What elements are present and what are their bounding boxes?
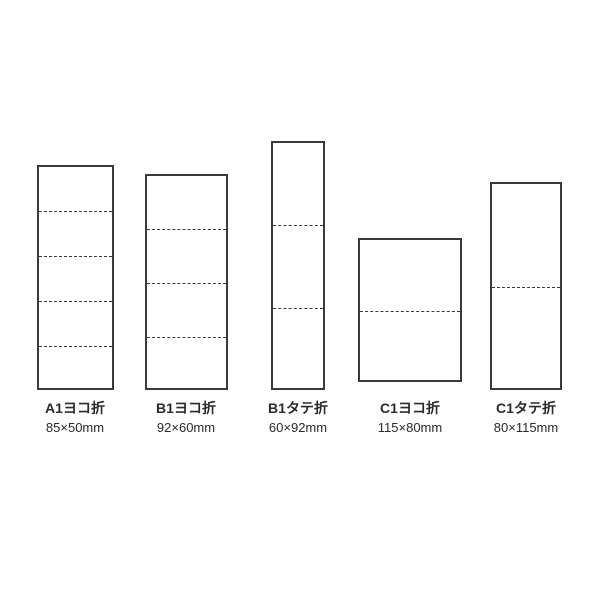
fold-divider [273,225,323,226]
fold-divider [39,211,112,212]
fold-title: C1タテ折 [466,398,586,418]
fold-title: C1ヨコ折 [350,398,470,418]
fold-dimensions: 115×80mm [350,420,470,435]
fold-diagram-c1-yoko [358,238,462,382]
fold-label-c1-tate: C1タテ折 80×115mm [466,398,586,435]
fold-dimensions: 92×60mm [126,420,246,435]
fold-dimensions: 60×92mm [238,420,358,435]
fold-dimensions: 85×50mm [15,420,135,435]
fold-divider [39,256,112,257]
fold-title: A1ヨコ折 [15,398,135,418]
fold-title: B1ヨコ折 [126,398,246,418]
fold-divider [273,308,323,309]
fold-label-a1-yoko: A1ヨコ折 85×50mm [15,398,135,435]
fold-title: B1タテ折 [238,398,358,418]
fold-dimensions: 80×115mm [466,420,586,435]
fold-label-b1-tate: B1タテ折 60×92mm [238,398,358,435]
fold-divider [147,283,226,284]
fold-label-c1-yoko: C1ヨコ折 115×80mm [350,398,470,435]
fold-divider [147,337,226,338]
fold-divider [39,346,112,347]
fold-divider [492,287,560,288]
fold-divider [360,311,460,312]
fold-diagram-b1-tate [271,141,325,390]
fold-diagram-b1-yoko [145,174,228,390]
fold-divider [147,229,226,230]
fold-label-b1-yoko: B1ヨコ折 92×60mm [126,398,246,435]
fold-spec-canvas: A1ヨコ折85×50mmB1ヨコ折92×60mmB1タテ折60×92mmC1ヨコ… [0,0,600,600]
fold-diagram-a1-yoko [37,165,114,390]
fold-divider [39,301,112,302]
fold-diagram-c1-tate [490,182,562,390]
